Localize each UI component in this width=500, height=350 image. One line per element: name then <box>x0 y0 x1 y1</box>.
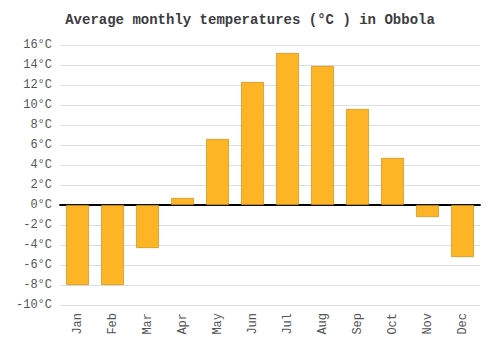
svg-text:Oct: Oct <box>386 313 400 335</box>
svg-text:-8°C: -8°C <box>23 278 52 292</box>
svg-text:Jun: Jun <box>246 313 260 335</box>
svg-text:12°C: 12°C <box>23 78 52 92</box>
svg-text:Aug: Aug <box>316 313 330 335</box>
svg-text:-10°C: -10°C <box>16 298 52 312</box>
svg-text:0°C: 0°C <box>30 198 52 212</box>
svg-text:Sep: Sep <box>351 313 365 335</box>
svg-text:Apr: Apr <box>176 313 190 335</box>
svg-text:8°C: 8°C <box>30 118 52 132</box>
svg-text:Jan: Jan <box>71 313 85 335</box>
svg-text:16°C: 16°C <box>23 38 52 52</box>
svg-text:2°C: 2°C <box>30 178 52 192</box>
svg-text:Nov: Nov <box>421 313 435 335</box>
svg-text:6°C: 6°C <box>30 138 52 152</box>
svg-text:May: May <box>211 313 225 335</box>
svg-text:-4°C: -4°C <box>23 238 52 252</box>
svg-text:Dec: Dec <box>456 313 470 335</box>
svg-text:14°C: 14°C <box>23 58 52 72</box>
svg-text:10°C: 10°C <box>23 98 52 112</box>
svg-text:Average monthly temperatures (: Average monthly temperatures (°C ) in Ob… <box>65 12 435 28</box>
svg-text:-2°C: -2°C <box>23 218 52 232</box>
svg-text:Mar: Mar <box>141 313 155 335</box>
svg-text:Jul: Jul <box>281 313 295 335</box>
svg-text:4°C: 4°C <box>30 158 52 172</box>
svg-text:Feb: Feb <box>106 313 120 335</box>
svg-text:-6°C: -6°C <box>23 258 52 272</box>
